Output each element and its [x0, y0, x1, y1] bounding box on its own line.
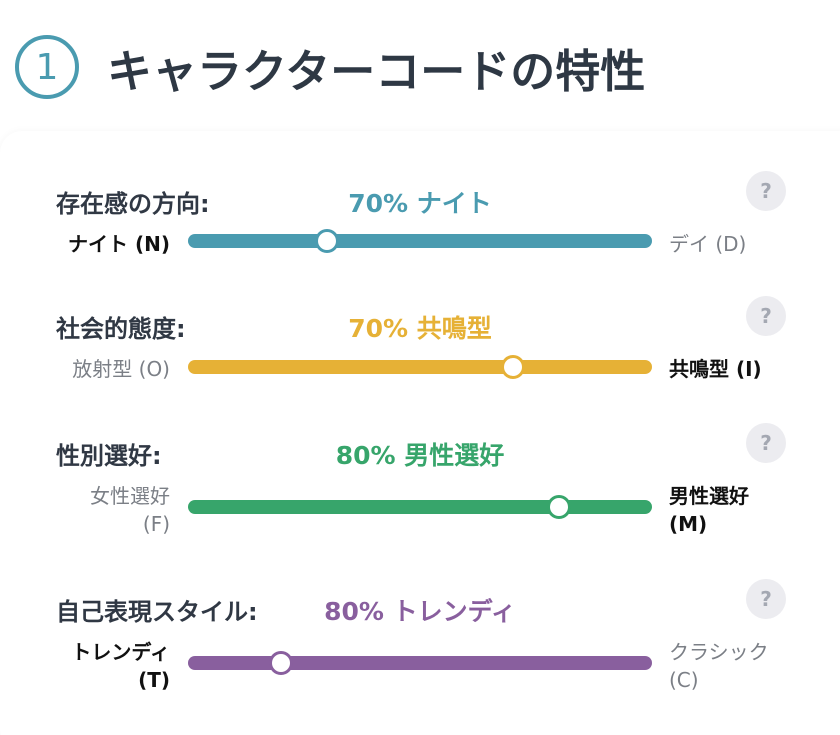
- section-title: キャラクターコードの特性: [107, 44, 646, 98]
- question-mark-icon: ?: [760, 587, 772, 611]
- step-number: 1: [35, 46, 59, 88]
- help-button[interactable]: ?: [746, 171, 786, 211]
- question-mark-icon: ?: [760, 179, 772, 203]
- trait-slider-track[interactable]: [188, 651, 652, 675]
- question-mark-icon: ?: [760, 431, 772, 455]
- right-pole-label: 共鳴型 (I): [669, 357, 762, 381]
- trait-slider-knob[interactable]: [268, 651, 293, 675]
- help-button[interactable]: ?: [746, 579, 786, 619]
- left-pole-label: ナイト (N): [68, 232, 170, 256]
- trait-result: 80% 男性選好: [335, 441, 505, 470]
- trait-result: 70% 共鳴型: [348, 314, 492, 343]
- trait-slider-knob[interactable]: [547, 495, 572, 519]
- trait-slider-knob[interactable]: [315, 229, 340, 253]
- help-button[interactable]: ?: [746, 296, 786, 336]
- trait-label: 存在感の方向:: [56, 190, 210, 218]
- traits-card: [0, 131, 840, 735]
- trait-slider-track[interactable]: [188, 495, 652, 519]
- trait-slider-track[interactable]: [188, 355, 652, 379]
- left-pole-label: 放射型 (O): [72, 357, 170, 381]
- trait-slider-knob[interactable]: [500, 355, 525, 379]
- trait-label: 自己表現スタイル:: [56, 598, 258, 626]
- trait-slider-track[interactable]: [188, 229, 652, 253]
- step-number-badge: 1: [15, 35, 79, 99]
- trait-result: 70% ナイト: [348, 189, 492, 218]
- question-mark-icon: ?: [760, 304, 772, 328]
- trait-label: 性別選好:: [56, 442, 162, 470]
- trait-label: 社会的態度:: [56, 315, 186, 343]
- section-header: 1 キャラクターコードの特性: [15, 31, 645, 103]
- left-pole-label: トレンディ (T): [71, 640, 170, 692]
- right-pole-label: クラシック (C): [669, 640, 769, 692]
- left-pole-label: 女性選好 (F): [90, 484, 170, 536]
- help-button[interactable]: ?: [746, 423, 786, 463]
- right-pole-label: 男性選好 (M): [669, 484, 749, 536]
- trait-result: 80% トレンディ: [324, 597, 516, 626]
- right-pole-label: デイ (D): [669, 232, 747, 256]
